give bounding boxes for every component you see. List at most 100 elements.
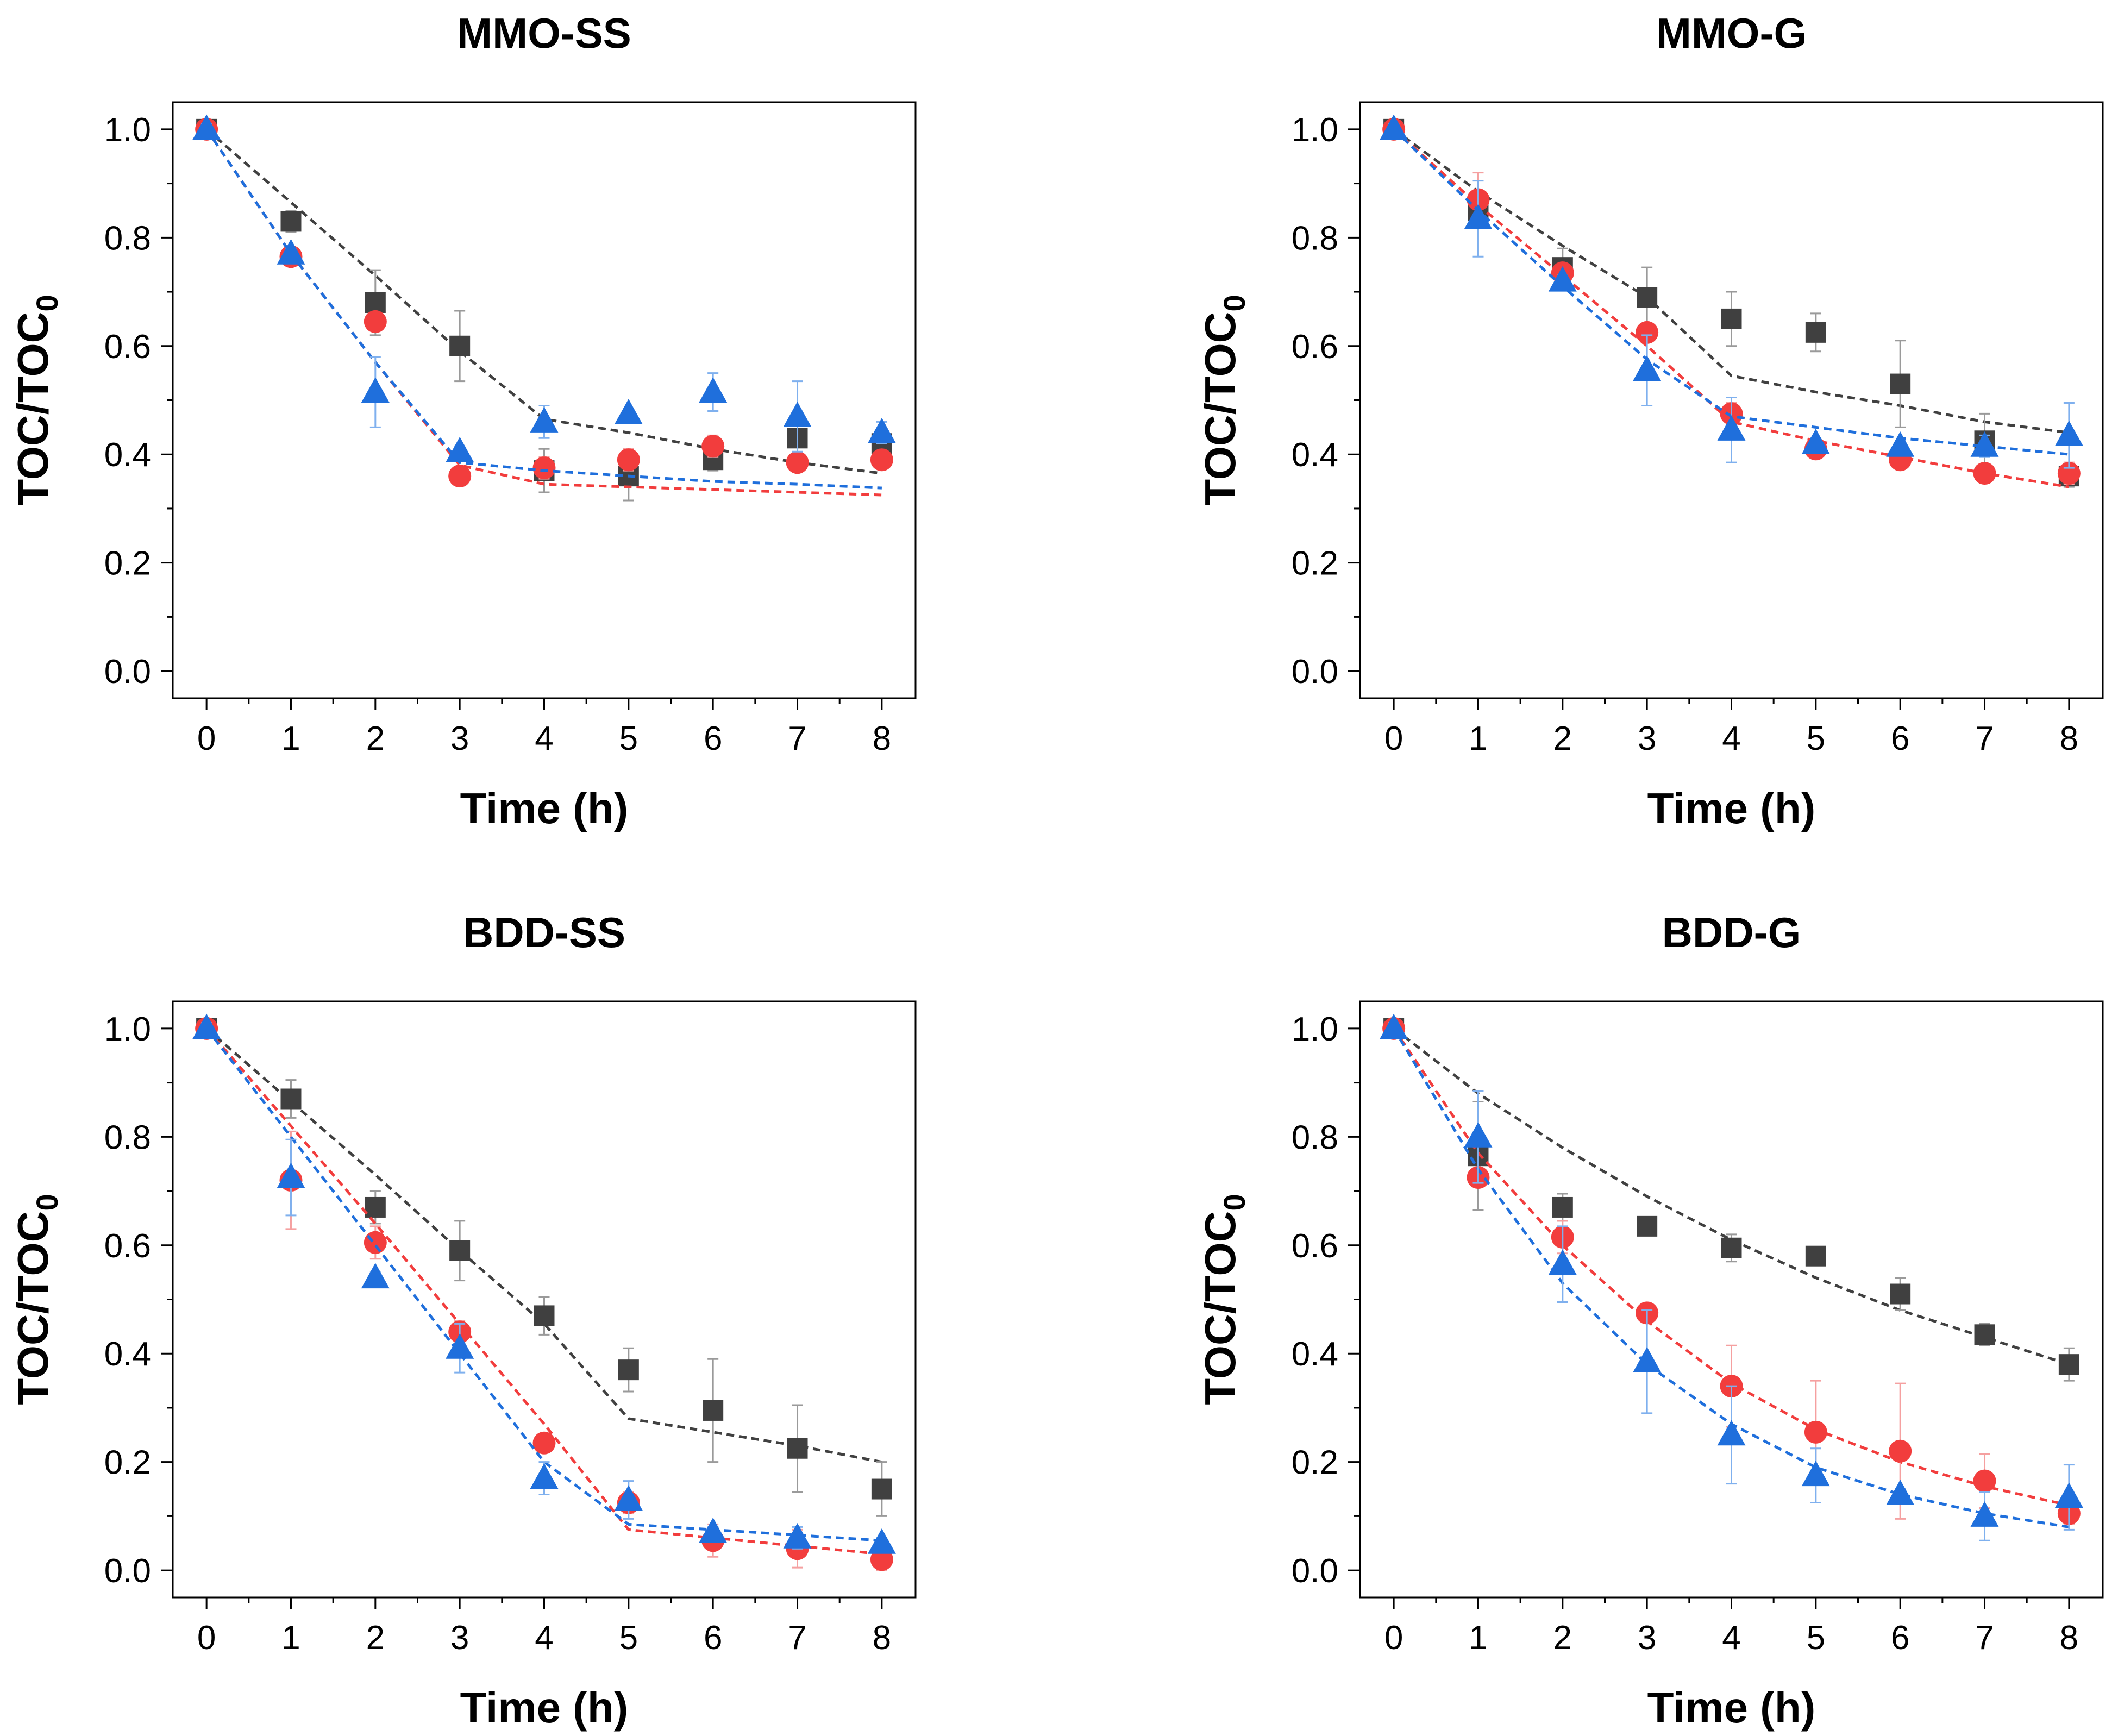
x-tick-label: 2 [1553, 1619, 1572, 1657]
data-point-circle [1973, 1469, 1996, 1493]
data-point-square [1805, 1245, 1826, 1267]
x-tick-label: 4 [535, 1619, 553, 1657]
chart-title: BDD-G [1662, 908, 1801, 956]
y-axis-label-main: TOC/TOC [9, 312, 57, 506]
y-tick-label: 0.4 [104, 436, 151, 474]
y-axis-label-subscript: 0 [1217, 294, 1251, 311]
fit-line [1393, 128, 2070, 434]
data-point-circle [701, 435, 725, 458]
series-black-square [1383, 1018, 2079, 1382]
y-tick-label: 0.4 [1292, 436, 1338, 474]
data-point-square [1637, 287, 1658, 308]
data-point-triangle [1970, 1501, 1999, 1527]
x-tick-label: 7 [1975, 720, 1994, 757]
data-point-circle [870, 448, 893, 472]
data-point-triangle [1464, 204, 1493, 229]
data-point-circle [617, 448, 640, 472]
data-point-square [280, 1088, 302, 1110]
x-tick-label: 4 [535, 720, 553, 757]
data-point-triangle [867, 418, 896, 443]
data-point-circle [364, 310, 387, 333]
data-point-triangle [1970, 431, 1999, 457]
y-tick-label: 0.8 [104, 220, 151, 257]
data-point-triangle [1380, 114, 1408, 140]
y-axis-label: TOC/TOC0 [9, 1194, 64, 1405]
y-axis-label: TOC/TOC0 [1196, 1194, 1251, 1405]
data-point-square [449, 1240, 471, 1261]
y-axis-label-main: TOC/TOC [9, 1211, 57, 1405]
x-tick-label: 5 [1807, 720, 1825, 757]
data-point-square [365, 1196, 386, 1218]
data-point-triangle [1548, 1249, 1577, 1275]
fit-line [205, 128, 882, 490]
x-tick-label: 2 [1553, 720, 1572, 757]
x-tick-label: 6 [704, 1619, 722, 1657]
y-axis-label-subscript: 0 [30, 294, 64, 311]
y-tick-label: 0.6 [104, 1227, 151, 1265]
data-point-triangle [699, 1518, 728, 1543]
x-tick-label: 3 [1638, 720, 1656, 757]
y-tick-label: 0.6 [1292, 328, 1338, 366]
x-tick-label: 5 [1807, 1619, 1825, 1657]
data-point-square [534, 1305, 555, 1326]
series-black-square [196, 1018, 892, 1517]
x-tick-label: 4 [1722, 720, 1740, 757]
fit-line [205, 128, 882, 497]
plot-frame [172, 101, 917, 699]
data-point-square [1637, 1215, 1658, 1237]
x-tick-label: 7 [1975, 1619, 1994, 1657]
data-point-square [1721, 308, 1742, 329]
chart-title: MMO-SS [457, 9, 631, 57]
x-axis-label: Time (h) [460, 784, 629, 832]
x-tick-label: 8 [873, 1619, 891, 1657]
data-point-circle [532, 1431, 556, 1455]
x-tick-label: 8 [873, 720, 891, 757]
data-point-triangle [867, 1528, 896, 1554]
x-tick-label: 1 [1469, 1619, 1487, 1657]
y-axis-label-main: TOC/TOC [1196, 312, 1244, 506]
y-axis-label-subscript: 0 [1217, 1194, 1251, 1211]
data-point-triangle [2054, 421, 2083, 446]
series-blue-triangle [1380, 114, 2083, 469]
panel-mmo-ss: MMO-SS 0 1 2 3 4 5 6 7 8 0.0 0.2 0.4 0.6 0.8 1.0 Time (h… [9, 9, 917, 832]
y-tick-label: 0.0 [1292, 653, 1338, 691]
data-point-square [871, 1478, 892, 1500]
data-point-circle [1889, 1439, 1912, 1463]
x-tick-label: 3 [450, 1619, 469, 1657]
data-point-triangle [1886, 1480, 1915, 1505]
series-blue-triangle [192, 1013, 896, 1554]
data-point-triangle [1717, 1420, 1746, 1446]
data-point-triangle [277, 239, 305, 265]
x-tick-label: 1 [281, 720, 300, 757]
y-tick-label: 0.2 [1292, 1444, 1338, 1482]
data-point-square [449, 335, 471, 356]
data-point-square [703, 1400, 724, 1421]
data-point-triangle [530, 1463, 559, 1489]
y-tick-label: 0.8 [104, 1119, 151, 1156]
x-axis-label: Time (h) [460, 1683, 629, 1732]
data-point-circle [1636, 321, 1659, 344]
data-point-circle [532, 456, 556, 480]
x-tick-label: 2 [366, 1619, 385, 1657]
data-point-triangle [783, 1523, 812, 1549]
data-point-triangle [361, 1263, 390, 1289]
y-axis-label: TOC/TOC0 [1196, 294, 1251, 505]
y-tick-label: 0.2 [104, 545, 151, 582]
y-tick-label: 0.6 [104, 328, 151, 366]
data-point-square [1552, 1196, 1573, 1218]
data-point-triangle [1801, 429, 1830, 454]
data-point-square [787, 1438, 808, 1459]
data-point-circle [448, 465, 472, 488]
x-axis-label: Time (h) [1647, 1683, 1816, 1732]
data-point-square [1890, 373, 1911, 394]
data-point-triangle [1886, 431, 1915, 457]
data-point-triangle [1801, 1461, 1830, 1487]
series-black-square [196, 118, 892, 502]
data-point-triangle [277, 1162, 305, 1188]
y-tick-label: 0.2 [104, 1444, 151, 1482]
data-point-triangle [530, 407, 559, 433]
data-point-triangle [192, 1013, 221, 1039]
y-axis-label-main: TOC/TOC [1196, 1211, 1244, 1405]
data-point-square [1721, 1237, 1742, 1258]
data-point-circle [1804, 1420, 1827, 1444]
